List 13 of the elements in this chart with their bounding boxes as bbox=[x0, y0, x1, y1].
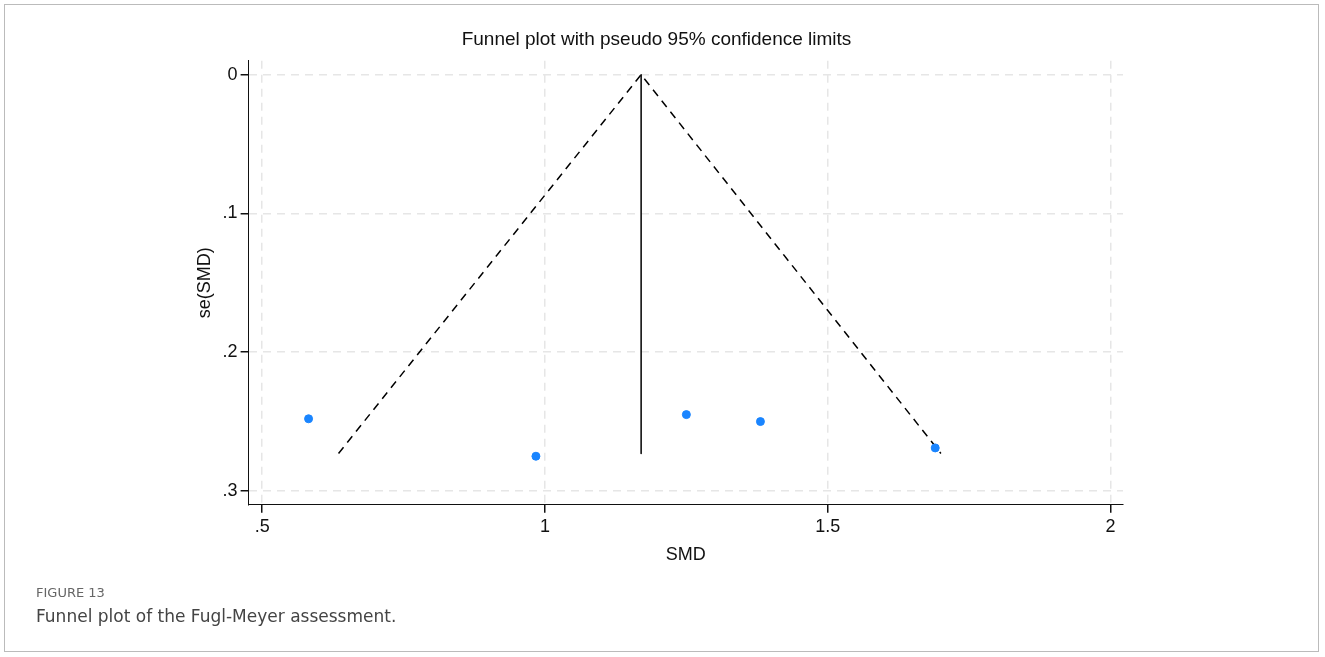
x-tick-label: 1 bbox=[539, 515, 550, 536]
x-axis-title: SMD bbox=[665, 544, 706, 565]
chart-title: Funnel plot with pseudo 95% confidence limits bbox=[461, 27, 852, 49]
y-tick-label: .3 bbox=[222, 479, 238, 500]
x-tick-label: .5 bbox=[254, 515, 270, 536]
y-tick-label: .2 bbox=[222, 341, 238, 362]
x-tick-label: 2 bbox=[1105, 515, 1116, 536]
y-axis-title: se(SMD) bbox=[193, 247, 214, 319]
x-tick-label: 1.5 bbox=[815, 515, 841, 536]
y-tick-label: 0 bbox=[227, 63, 238, 84]
caption: FIGURE 13 bbox=[36, 585, 106, 600]
text: Funnel plot of the Fugl-Meyer assessment. bbox=[36, 606, 397, 626]
y-tick-label: .1 bbox=[222, 202, 238, 223]
